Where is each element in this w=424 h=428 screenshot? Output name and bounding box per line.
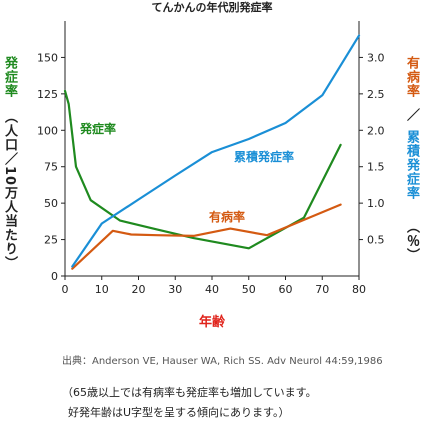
y-left-tick-label: 0 — [51, 270, 58, 283]
x-axis-label: 年齢 — [199, 314, 226, 330]
x-tick-label: 70 — [315, 283, 329, 296]
y-right-tick-label: 2.5 — [367, 88, 385, 101]
y-left-tick-label: 50 — [44, 197, 58, 210]
x-tick-label: 60 — [279, 283, 293, 296]
y-right-tick-label: 1.5 — [367, 161, 385, 174]
x-tick-label: 10 — [95, 283, 109, 296]
x-tick-label: 50 — [242, 283, 256, 296]
label-hasshoritsu: 発症率 — [79, 121, 116, 136]
y-right-label-lower: 累積発症率 — [404, 130, 419, 200]
y-right-label-mid: ／ — [404, 108, 419, 122]
series-line-yubyoritsu — [71, 203, 342, 270]
y-right-label-unit: （％） — [404, 220, 419, 262]
x-tick-label: 30 — [168, 283, 182, 296]
y-left-tick-label: 25 — [44, 234, 58, 247]
label-yubyoritsu: 有病率 — [209, 209, 245, 224]
y-left-tick-label: 150 — [37, 51, 58, 64]
y-right-tick-label: 2.0 — [367, 124, 385, 137]
y-left-label-lower: （人口／10万人当たり） — [2, 110, 17, 271]
source-citation: 出典：Anderson VE, Hauser WA, Rich SS. Adv … — [62, 356, 383, 367]
y-left-tick-label: 125 — [37, 88, 58, 101]
note-line-1: （65歳以上では有病率も発症率も増加しています。 — [62, 386, 317, 399]
series-line-hasshoritsu — [63, 89, 342, 250]
x-tick-label: 0 — [62, 283, 69, 296]
series-line-ruiseki — [71, 34, 361, 268]
y-right-tick-label: 0.5 — [367, 234, 385, 247]
note-line-2: 好発年齢はU字型を呈する傾向にあります。） — [68, 406, 290, 419]
chart-title: てんかんの年代別発症率 — [152, 0, 273, 14]
x-tick-label: 40 — [205, 283, 219, 296]
x-tick-label: 80 — [352, 283, 366, 296]
y-left-tick-label: 75 — [44, 161, 58, 174]
x-tick-label: 20 — [132, 283, 146, 296]
y-left-label-upper: 発症率 — [2, 56, 17, 98]
chart: てんかんの年代別発症率 0 10 20 30 40 50 60 70 80 0 25 50 75 100 1… — [37, 0, 385, 330]
y-right-tick-label: 3.0 — [367, 51, 385, 64]
y-right-tick-label: 1.0 — [367, 197, 385, 210]
label-ruiseki: 累積発症率 — [234, 149, 294, 164]
y-left-tick-label: 100 — [37, 124, 58, 137]
y-right-label-upper: 有病率 — [404, 56, 419, 98]
